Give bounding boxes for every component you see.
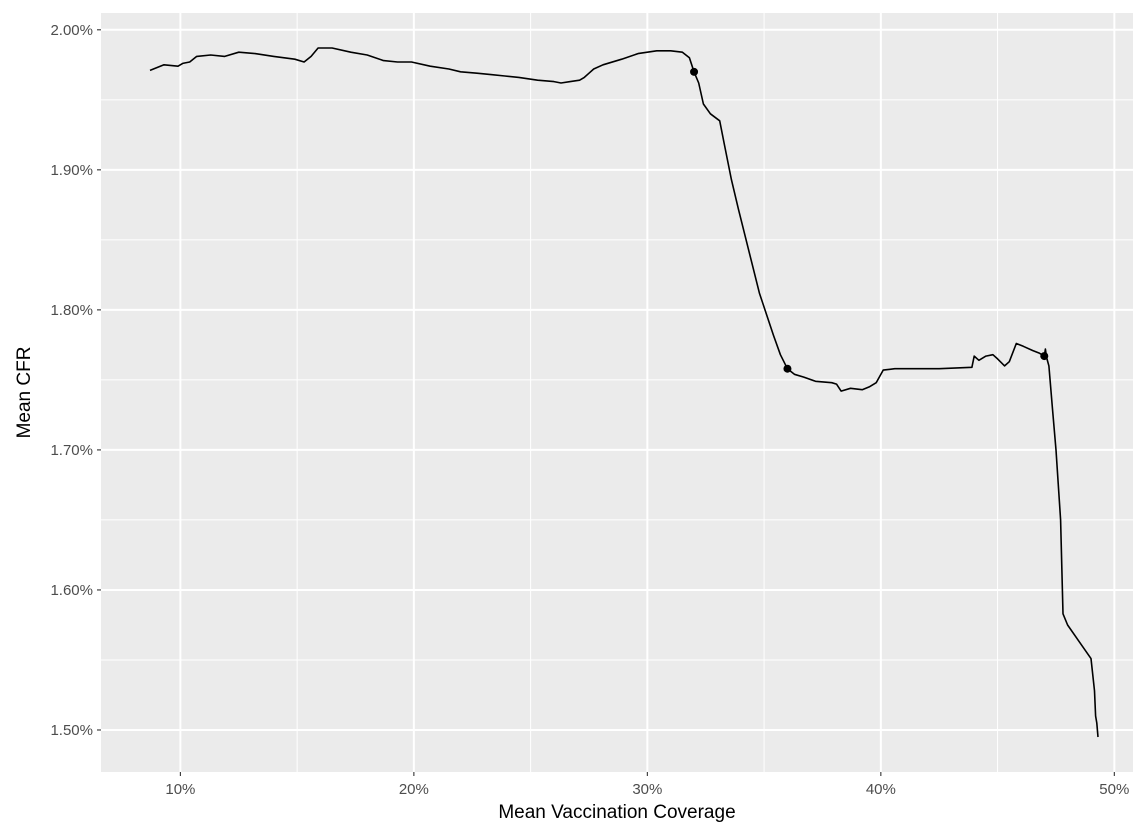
series-layer (149, 47, 1099, 738)
grid-minor (101, 13, 1133, 772)
y-tick-label: 1.50% (50, 722, 93, 739)
x-tick-label: 20% (399, 781, 429, 798)
y-axis: 1.50% 1.60% 1.70% 1.80% 1.90% 2.00% (50, 22, 101, 739)
x-tick-label: 10% (165, 781, 195, 798)
highlight-point (1040, 352, 1049, 361)
x-tick-label: 30% (632, 781, 662, 798)
highlight-point (783, 364, 792, 373)
x-axis-title: Mean Vaccination Coverage (498, 802, 735, 823)
plot-panel (101, 13, 1133, 772)
y-tick-label: 1.60% (50, 582, 93, 599)
points-layer (690, 67, 1049, 373)
y-tick-label: 1.80% (50, 302, 93, 319)
x-axis: 10% 20% 30% 40% 50% (165, 772, 1129, 798)
x-tick-label: 40% (866, 781, 896, 798)
y-tick-label: 1.90% (50, 162, 93, 179)
y-tick-label: 2.00% (50, 22, 93, 39)
grid-major (101, 13, 1133, 772)
y-tick-label: 1.70% (50, 442, 93, 459)
series-line (149, 47, 1099, 738)
y-axis-title: Mean CFR (14, 347, 35, 439)
highlight-point (690, 67, 699, 76)
x-tick-label: 50% (1099, 781, 1129, 798)
